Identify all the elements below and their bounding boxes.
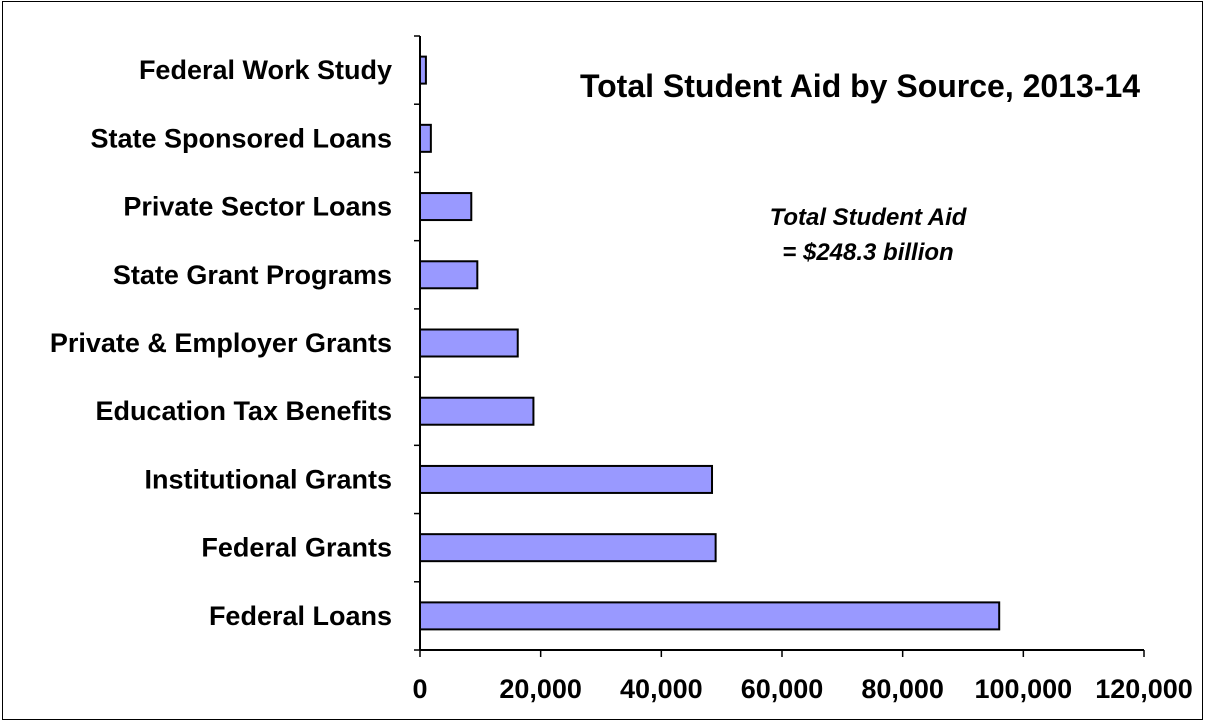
x-tick-label: 120,000 <box>1095 674 1193 704</box>
x-axis: 0 20,000 40,000 60,000 80,000 100,000 120,000 <box>412 649 1193 704</box>
bars-group <box>419 55 1001 631</box>
x-tick-label: 60,000 <box>741 674 824 704</box>
total-annotation-line-1: Total Student Aid <box>770 204 968 231</box>
bar-institutional-grants <box>419 464 714 494</box>
x-tick-label: 0 <box>412 674 427 704</box>
bar-federal-loans <box>419 601 1001 631</box>
y-axis <box>414 35 421 651</box>
bar-state-sponsored-loans <box>419 123 432 153</box>
category-label: Federal Grants <box>201 533 392 563</box>
bar-private-sector-loans <box>419 192 473 222</box>
chart-title: Total Student Aid by Source, 2013-14 <box>580 68 1140 104</box>
bar-private-employer-grants <box>419 328 519 358</box>
category-label: Private & Employer Grants <box>50 328 392 358</box>
x-tick-label: 20,000 <box>499 674 582 704</box>
total-annotation-line-2: = $248.3 billion <box>782 239 953 266</box>
bar-federal-grants <box>419 533 717 563</box>
category-label: Institutional Grants <box>144 464 392 494</box>
category-label: Federal Loans <box>209 601 392 631</box>
category-label: Education Tax Benefits <box>95 396 392 426</box>
bar-education-tax-benefits <box>419 396 535 426</box>
x-tick-label: 40,000 <box>620 674 703 704</box>
category-label: State Grant Programs <box>113 260 392 290</box>
x-tick-label: 80,000 <box>861 674 944 704</box>
category-label: Private Sector Loans <box>123 192 392 222</box>
category-label: State Sponsored Loans <box>90 123 392 153</box>
category-label: Federal Work Study <box>139 55 392 85</box>
x-tick-label: 100,000 <box>975 674 1073 704</box>
bar-state-grant-programs <box>419 260 479 290</box>
category-labels-group: Federal Work Study State Sponsored Loans P… <box>50 55 392 631</box>
